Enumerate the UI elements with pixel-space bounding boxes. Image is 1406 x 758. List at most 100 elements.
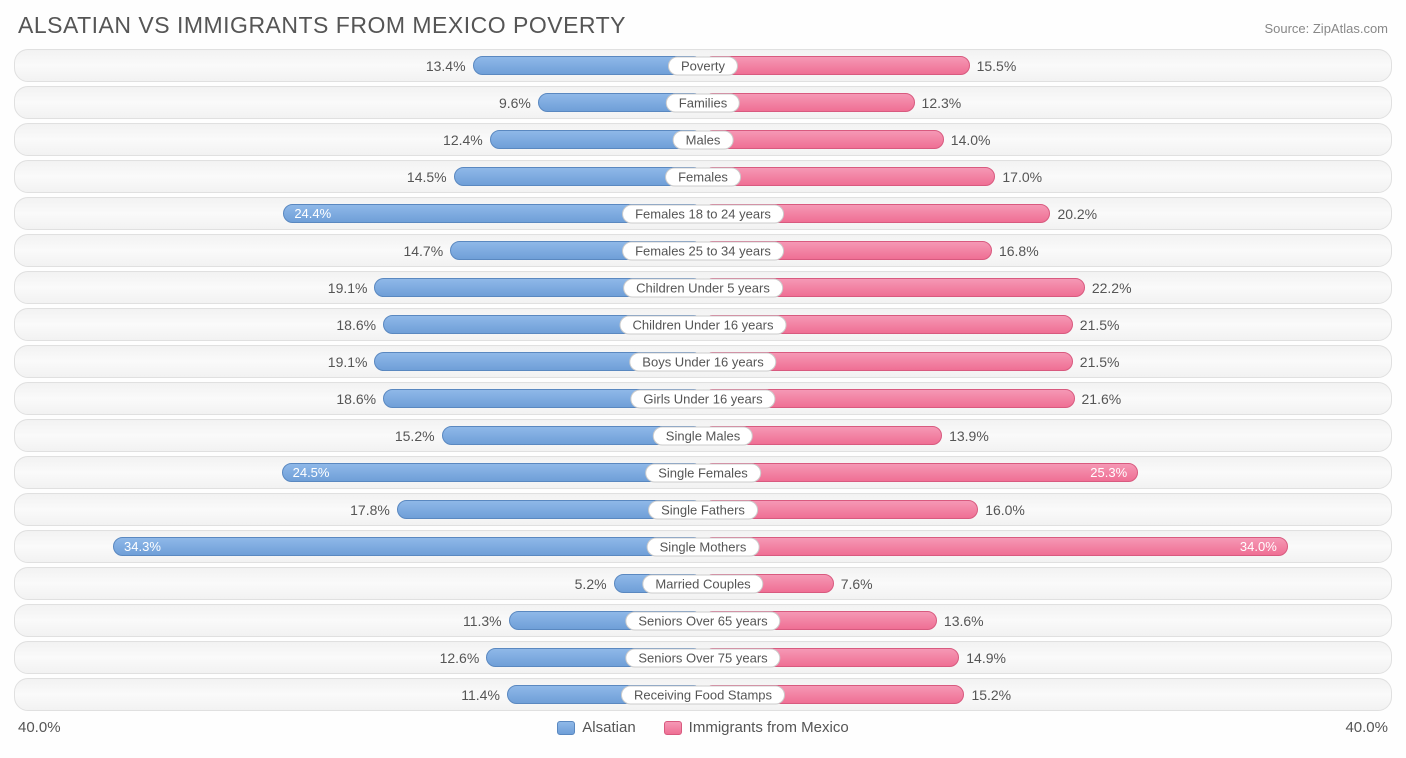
bar-value-right: 21.5% xyxy=(1072,354,1128,370)
category-label: Females xyxy=(665,167,741,186)
bar-value-left: 13.4% xyxy=(418,58,474,74)
chart-row: 5.2% 7.6% Married Couples xyxy=(14,567,1392,600)
bar-value-left: 12.4% xyxy=(435,132,491,148)
bar-track-right: 15.2% xyxy=(703,679,1391,710)
bar-track-right: 21.6% xyxy=(703,383,1391,414)
bar-track-left: 18.6% xyxy=(15,309,703,340)
bar-track-left: 11.3% xyxy=(15,605,703,636)
bar-track-right: 34.0% xyxy=(703,531,1391,562)
bar-track-left: 17.8% xyxy=(15,494,703,525)
bar-value-right: 21.6% xyxy=(1074,391,1130,407)
category-label: Seniors Over 65 years xyxy=(625,611,780,630)
bar-track-left: 19.1% xyxy=(15,346,703,377)
bar-value-right: 15.2% xyxy=(963,687,1019,703)
chart-row: 13.4%15.5%Poverty xyxy=(14,49,1392,82)
bar-value-left: 17.8% xyxy=(342,502,398,518)
category-label: Single Fathers xyxy=(648,500,758,519)
chart-row: 18.6%21.6%Girls Under 16 years xyxy=(14,382,1392,415)
chart-body: 13.4%15.5%Poverty9.6%12.3%Families12.4%1… xyxy=(0,49,1406,711)
category-label: Receiving Food Stamps xyxy=(621,685,785,704)
bar-value-left: 5.2% xyxy=(567,576,615,592)
bar-track-right: 20.2% xyxy=(703,198,1391,229)
bar-track-left: 18.6% xyxy=(15,383,703,414)
bar-value-right: 34.0% xyxy=(1232,539,1287,554)
bar-track-right: 14.9% xyxy=(703,642,1391,673)
chart-title: ALSATIAN VS IMMIGRANTS FROM MEXICO POVER… xyxy=(18,12,626,39)
category-label: Single Females xyxy=(645,463,761,482)
bar-track-left: 13.4% xyxy=(15,50,703,81)
bar-value-left: 14.5% xyxy=(399,169,455,185)
chart-footer: 40.0% Alsatian Immigrants from Mexico 40… xyxy=(0,715,1406,736)
bar-track-left: 19.1% xyxy=(15,272,703,303)
bar-value-left: 34.3% xyxy=(114,539,169,554)
bar-track-right: 13.6% xyxy=(703,605,1391,636)
legend: Alsatian Immigrants from Mexico xyxy=(557,719,848,736)
bar-track-left: 14.7% xyxy=(15,235,703,266)
category-label: Single Males xyxy=(653,426,753,445)
bar-value-right: 21.5% xyxy=(1072,317,1128,333)
bar-value-right: 22.2% xyxy=(1084,280,1140,296)
chart-row: 9.6% 12.3% Families xyxy=(14,86,1392,119)
chart-row: 15.2% 13.9% Single Males xyxy=(14,419,1392,452)
category-label: Females 25 to 34 years xyxy=(622,241,784,260)
bar-track-left: 5.2% xyxy=(15,568,703,599)
bar-value-left: 18.6% xyxy=(328,317,384,333)
category-label: Families xyxy=(666,93,740,112)
bar-track-left: 24.5% xyxy=(15,457,703,488)
bar-track-left: 24.4% xyxy=(15,198,703,229)
bar-track-right: 13.9% xyxy=(703,420,1391,451)
bar-track-right: 7.6% xyxy=(703,568,1391,599)
chart-row: 19.1% 21.5% Boys Under 16 years xyxy=(14,345,1392,378)
bar-track-left: 34.3% xyxy=(15,531,703,562)
bar-right: 14.0% xyxy=(703,130,944,149)
bar-right: 34.0% xyxy=(703,537,1288,556)
bar-track-right: 21.5% xyxy=(703,309,1391,340)
chart-row: 14.5% 17.0% Females xyxy=(14,160,1392,193)
category-label: Boys Under 16 years xyxy=(629,352,776,371)
bar-value-right: 25.3% xyxy=(1082,465,1137,480)
bar-value-left: 9.6% xyxy=(491,95,539,111)
legend-swatch-left xyxy=(557,721,575,735)
bar-value-right: 17.0% xyxy=(994,169,1050,185)
bar-left: 12.4% xyxy=(490,130,703,149)
chart-row: 11.3% 13.6% Seniors Over 65 years xyxy=(14,604,1392,637)
bar-track-left: 11.4% xyxy=(15,679,703,710)
bar-value-right: 16.8% xyxy=(991,243,1047,259)
chart-header: ALSATIAN VS IMMIGRANTS FROM MEXICO POVER… xyxy=(0,0,1406,49)
category-label: Males xyxy=(673,130,734,149)
chart-row: 34.3% 34.0% Single Mothers xyxy=(14,530,1392,563)
bar-track-left: 15.2% xyxy=(15,420,703,451)
chart-source: Source: ZipAtlas.com xyxy=(1264,21,1388,36)
bar-track-right: 14.0% xyxy=(703,124,1391,155)
bar-left: 34.3% xyxy=(113,537,703,556)
bar-track-left: 9.6% xyxy=(15,87,703,118)
chart-row: 12.4%14.0%Males xyxy=(14,123,1392,156)
bar-value-right: 12.3% xyxy=(914,95,970,111)
legend-label-right: Immigrants from Mexico xyxy=(689,719,849,736)
bar-value-right: 13.9% xyxy=(941,428,997,444)
bar-value-right: 15.5% xyxy=(969,58,1025,74)
bar-track-right: 25.3% xyxy=(703,457,1391,488)
bar-value-right: 7.6% xyxy=(833,576,881,592)
bar-value-left: 24.5% xyxy=(283,465,338,480)
chart-row: 18.6%21.5%Children Under 16 years xyxy=(14,308,1392,341)
category-label: Married Couples xyxy=(642,574,763,593)
bar-track-left: 12.4% xyxy=(15,124,703,155)
bar-value-left: 18.6% xyxy=(328,391,384,407)
bar-value-right: 13.6% xyxy=(936,613,992,629)
bar-value-right: 14.0% xyxy=(943,132,999,148)
chart-row: 19.1%22.2%Children Under 5 years xyxy=(14,271,1392,304)
bar-value-left: 19.1% xyxy=(320,354,376,370)
bar-left: 24.5% xyxy=(282,463,703,482)
axis-max-right: 40.0% xyxy=(1345,719,1388,736)
bar-track-right: 17.0% xyxy=(703,161,1391,192)
category-label: Single Mothers xyxy=(647,537,760,556)
bar-value-right: 20.2% xyxy=(1049,206,1105,222)
bar-value-left: 19.1% xyxy=(320,280,376,296)
chart-row: 17.8%16.0%Single Fathers xyxy=(14,493,1392,526)
bar-track-right: 12.3% xyxy=(703,87,1391,118)
chart-row: 14.7% 16.8% Females 25 to 34 years xyxy=(14,234,1392,267)
category-label: Females 18 to 24 years xyxy=(622,204,784,223)
category-label: Seniors Over 75 years xyxy=(625,648,780,667)
bar-right: 15.5% xyxy=(703,56,970,75)
